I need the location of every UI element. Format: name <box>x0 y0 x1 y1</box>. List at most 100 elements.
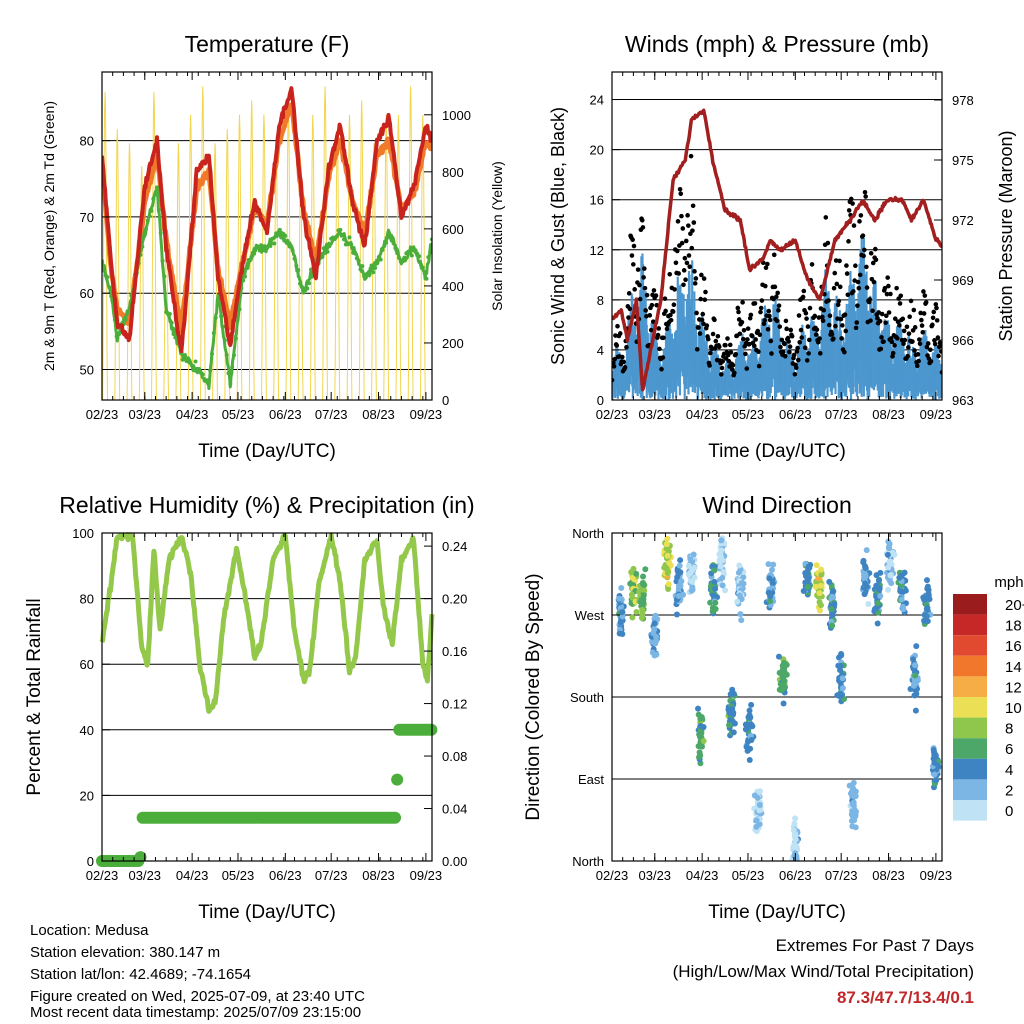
direction-point <box>778 671 785 678</box>
direction-point <box>791 820 798 827</box>
direction-point <box>817 582 824 589</box>
x-tick-label: 08/23 <box>872 868 905 883</box>
gust-point <box>884 313 889 319</box>
x-tick-label: 03/23 <box>129 407 162 422</box>
dewpoint-point <box>151 196 156 201</box>
direction-point <box>925 590 932 597</box>
gust-point <box>757 332 763 338</box>
direction-point <box>887 558 894 565</box>
gust-point <box>842 312 848 317</box>
direction-point <box>696 733 703 740</box>
dewpoint-point <box>252 251 257 256</box>
gust-point <box>637 296 643 302</box>
dewpoint-point <box>277 227 282 232</box>
dewpoint-point <box>102 268 106 273</box>
dewpoint-point <box>191 368 196 373</box>
direction-point <box>753 817 760 824</box>
direction-point <box>850 799 857 806</box>
dewpoint-point <box>208 368 213 373</box>
gust-point <box>679 213 684 219</box>
legend-label: 8 <box>1005 721 1013 738</box>
gust-point <box>809 262 815 267</box>
gust-point <box>837 284 843 290</box>
gust-point <box>672 287 677 292</box>
gust-point <box>889 339 895 345</box>
gust-point <box>931 309 937 315</box>
rainfall-point <box>134 851 147 864</box>
dewpoint-point <box>206 378 211 383</box>
dewpoint-point <box>142 234 147 239</box>
gust-point <box>895 336 900 341</box>
dewpoint-point <box>189 363 194 368</box>
direction-point <box>792 815 799 822</box>
gust-point <box>637 282 642 288</box>
gust-point <box>803 310 809 316</box>
extremes-subtitle: (High/Low/Max Wind/Total Precipitation) <box>672 962 974 981</box>
direction-point <box>663 541 670 548</box>
direction-point <box>828 606 835 613</box>
x-axis-label: Time (Day/UTC) <box>198 902 336 923</box>
gust-point <box>879 311 885 317</box>
x-tick-label: 08/23 <box>362 407 395 422</box>
direction-point <box>829 622 836 629</box>
direction-point <box>717 563 724 570</box>
y-tick-label: 0 <box>597 393 604 408</box>
gust-point <box>699 272 704 278</box>
gust-point <box>776 308 781 313</box>
dewpoint-point <box>340 232 345 237</box>
gust-point <box>875 316 880 321</box>
dewpoint-point <box>169 320 174 325</box>
y-right-tick-label: 200 <box>442 336 464 351</box>
gust-point <box>798 327 804 333</box>
gust-point <box>921 311 927 316</box>
station-latlon: Station lat/lon: 42.4689; -74.1654 <box>30 966 252 983</box>
gust-point <box>748 312 754 318</box>
dewpoint-point <box>149 208 154 213</box>
gust-point <box>906 331 912 336</box>
gust-point <box>794 349 800 354</box>
x-tick-label: 08/23 <box>362 868 395 883</box>
gust-point <box>905 353 910 359</box>
gust-point <box>762 317 767 323</box>
x-tick-label: 03/23 <box>639 868 672 883</box>
gust-point <box>939 349 942 354</box>
y-right-tick-label: 1000 <box>442 108 471 123</box>
gust-point <box>912 325 918 330</box>
gust-point <box>673 260 679 266</box>
gust-point <box>807 305 813 311</box>
direction-point <box>898 582 905 589</box>
gust-point <box>627 306 633 312</box>
winds-series <box>612 108 942 400</box>
x-tick-label: 07/23 <box>825 868 858 883</box>
direction-point <box>748 701 755 708</box>
gust-point <box>857 219 862 224</box>
dewpoint-point <box>420 265 425 270</box>
legend-swatch <box>953 779 987 800</box>
direction-point <box>673 578 680 585</box>
gust-point <box>743 351 748 357</box>
y-right-tick-label: 0.16 <box>442 644 467 659</box>
direction-point <box>673 611 680 618</box>
dewpoint-point <box>160 258 165 263</box>
gust-point <box>910 339 915 344</box>
humidity-series <box>96 532 438 867</box>
gust-point <box>921 289 926 294</box>
gust-point <box>855 279 861 285</box>
gust-point <box>686 223 691 228</box>
dewpoint-point <box>237 307 242 312</box>
solar-insolation-line <box>261 114 267 400</box>
y-right-axis-label: Station Pressure (Maroon) <box>996 130 1016 341</box>
direction-point <box>863 583 870 590</box>
direction-point <box>816 599 823 606</box>
direction-point <box>898 572 905 579</box>
gust-point <box>833 323 838 329</box>
gust-point <box>892 343 897 348</box>
dewpoint-point <box>153 192 158 197</box>
dewpoint-point <box>158 230 163 235</box>
gust-point <box>685 213 690 218</box>
legend-label: 12 <box>1005 679 1022 696</box>
dewpoint-point <box>200 372 205 377</box>
gust-point <box>907 314 912 319</box>
x-tick-label: 05/23 <box>222 407 255 422</box>
legend-label: 2 <box>1005 782 1013 799</box>
